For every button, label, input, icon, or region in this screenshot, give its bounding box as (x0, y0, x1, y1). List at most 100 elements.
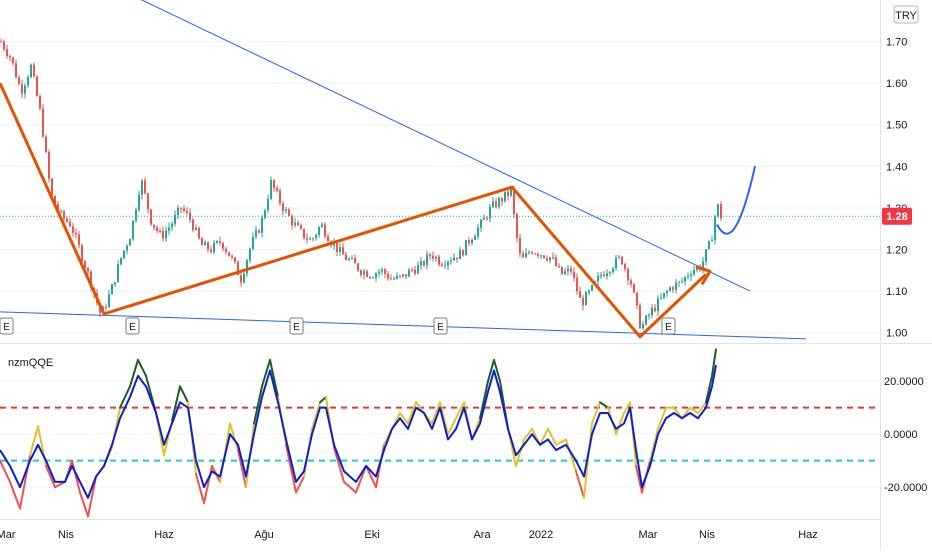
candle-body (162, 231, 164, 239)
candle (18, 75, 20, 86)
candle-body (288, 209, 290, 216)
candle (549, 256, 551, 264)
candle-body (270, 179, 272, 199)
candle (633, 283, 635, 294)
candle-body (537, 253, 539, 256)
candle-body (81, 245, 83, 262)
candle (162, 226, 164, 242)
candle (339, 242, 341, 256)
earnings-marker[interactable]: E (289, 317, 304, 335)
candle-body (87, 268, 89, 272)
candle-body (225, 248, 227, 253)
qqe-fast-segment (547, 427, 557, 446)
candle (210, 245, 212, 254)
candle (621, 256, 623, 266)
candle (540, 254, 542, 260)
candle-body (135, 209, 137, 221)
candle-body (600, 274, 602, 276)
candle (462, 249, 464, 257)
qqe-fast-segment (269, 358, 279, 399)
candle (75, 228, 77, 239)
candle-body (150, 209, 152, 225)
candle-body (522, 253, 524, 258)
qqe-fast-segment (311, 401, 321, 430)
candle (504, 191, 506, 203)
candle-body (258, 230, 260, 233)
qqe-fast-segment (261, 358, 271, 388)
candle-body (48, 151, 50, 179)
qqe-fast-segment (365, 464, 377, 489)
candle (273, 179, 275, 192)
candle-body (18, 77, 20, 85)
candle-body (513, 188, 515, 215)
candle (678, 280, 680, 287)
candle-body (321, 224, 323, 228)
candle (252, 232, 254, 251)
candle (396, 272, 398, 280)
candle-body (597, 275, 599, 282)
candle-body (432, 255, 434, 259)
candle-body (120, 257, 122, 265)
currency-badge[interactable]: TRY (893, 5, 919, 24)
candle (216, 240, 218, 245)
candle-body (414, 269, 416, 274)
candle (282, 201, 284, 216)
candle (648, 312, 650, 320)
candle-body (399, 275, 401, 277)
earnings-marker[interactable]: E (433, 317, 448, 335)
candle (69, 217, 71, 228)
qqe-fast-segment (129, 358, 139, 388)
candle (309, 236, 311, 241)
candle-body (45, 136, 47, 152)
earnings-marker-label: E (293, 322, 300, 333)
candle (27, 75, 29, 89)
candle (417, 261, 419, 275)
candle (705, 248, 707, 266)
candle (288, 207, 290, 217)
candle (150, 208, 152, 226)
candle-body (12, 57, 14, 64)
qqe-fast-segment (237, 449, 247, 489)
qqe-fast-segment (229, 422, 239, 452)
candle-body (15, 63, 17, 78)
earnings-marker[interactable]: E (661, 317, 676, 335)
candle (147, 192, 149, 214)
earnings-marker[interactable]: E (0, 317, 14, 335)
candle-body (6, 49, 8, 56)
candle-body (294, 222, 296, 226)
candle (159, 228, 161, 234)
candle-body (300, 225, 302, 229)
candle (36, 74, 38, 97)
zigzag-arrowhead (695, 264, 712, 286)
qqe-fast-segment (623, 401, 631, 414)
candle (63, 209, 65, 223)
candle (300, 223, 302, 231)
candle-body (33, 64, 35, 77)
candle (195, 224, 197, 231)
candle (645, 314, 647, 326)
candle-body (483, 217, 485, 220)
candle-body (618, 256, 620, 258)
candle (342, 242, 344, 255)
candle (6, 44, 8, 59)
candle-body (705, 249, 707, 262)
candle-body (681, 281, 683, 283)
candle-body (192, 219, 194, 230)
candle-body (243, 273, 245, 283)
indicator-title: nzmQQE (8, 357, 53, 369)
earnings-marker[interactable]: E (125, 317, 140, 335)
candle-body (219, 241, 221, 243)
candle (408, 267, 410, 277)
candle (318, 226, 320, 238)
earnings-marker-box (661, 317, 676, 335)
candle (561, 266, 563, 275)
candle (438, 254, 440, 267)
candle (582, 294, 584, 311)
candle-body (333, 243, 335, 246)
candle (306, 233, 308, 244)
qqe-fast-segment (71, 459, 81, 494)
candle-body (639, 305, 641, 329)
candle (324, 222, 326, 239)
